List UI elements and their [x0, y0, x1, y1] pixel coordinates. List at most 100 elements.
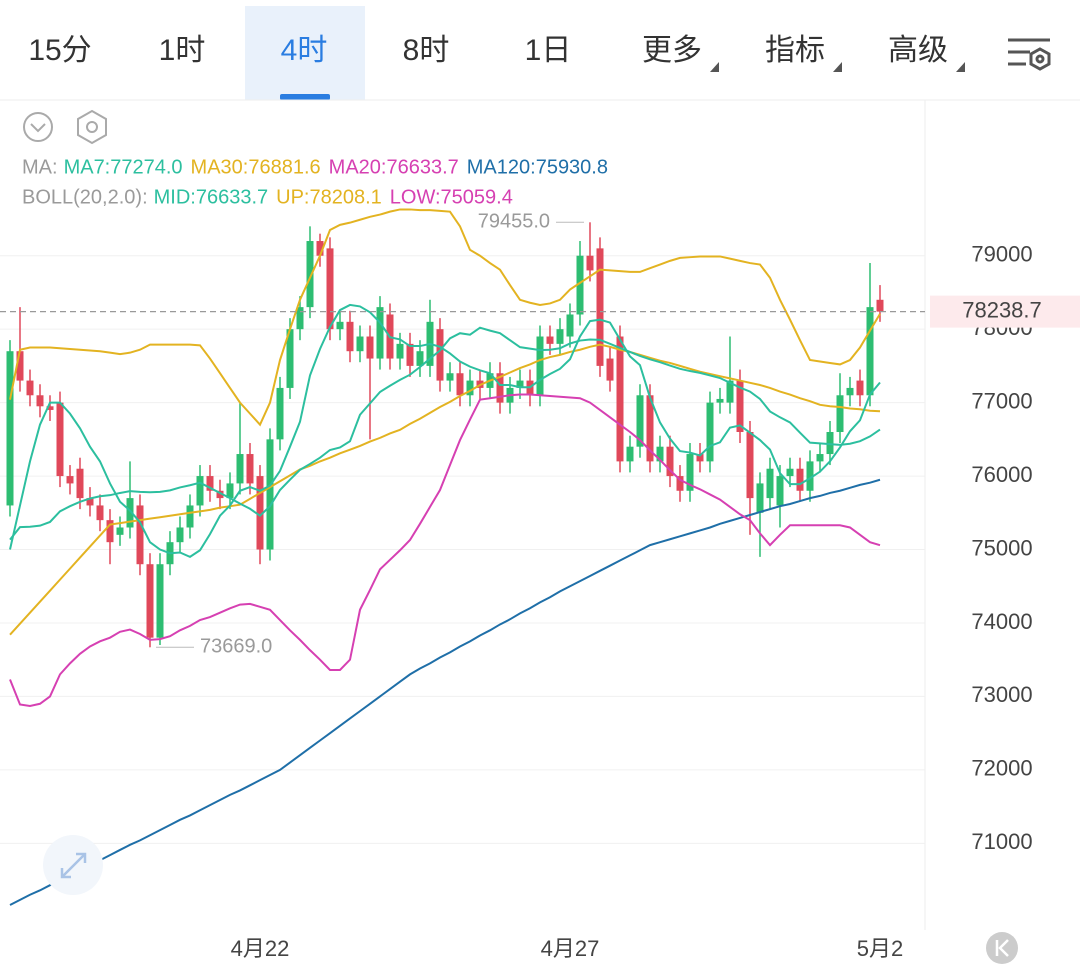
y-tick-label: 72000 — [971, 756, 1032, 781]
tab-underline — [280, 94, 330, 100]
legend-title: BOLL(20,2.0): — [22, 186, 148, 208]
k-button[interactable] — [986, 932, 1018, 964]
tab-highlight — [245, 6, 365, 100]
indicator-line — [9, 208, 881, 427]
candle-body — [516, 380, 524, 388]
candle-body — [406, 343, 414, 366]
candle-body — [826, 432, 834, 455]
candle-body — [256, 476, 264, 550]
menu[interactable]: 高级 — [888, 34, 948, 67]
candle-body — [686, 454, 694, 491]
candle-body — [206, 476, 214, 491]
candle-body — [46, 406, 54, 410]
candle-body — [766, 468, 774, 499]
candle-body — [726, 380, 734, 403]
y-tick-label: 73000 — [971, 682, 1032, 707]
candle-body — [226, 483, 234, 499]
candle-body — [536, 336, 544, 396]
candle-body — [326, 248, 334, 330]
candle-body — [856, 380, 864, 396]
candle-body — [696, 454, 704, 462]
expand-icon[interactable] — [43, 835, 103, 895]
legend-item: LOW:75059.4 — [390, 186, 513, 208]
candle-body — [306, 241, 314, 308]
menu-arrow — [710, 62, 719, 72]
candle-body — [246, 454, 254, 484]
candle-body — [456, 373, 464, 396]
candle-body — [616, 336, 624, 462]
candle-body — [106, 520, 114, 543]
legend-item: MA20:76633.7 — [329, 156, 459, 178]
candle-body — [56, 402, 64, 477]
y-tick-label: 76000 — [971, 462, 1032, 487]
menus: 更多 指标 高级 — [642, 34, 965, 72]
settings-hex-icon[interactable] — [77, 109, 107, 145]
price-tag-label: 78238.7 — [962, 297, 1042, 322]
tab[interactable]: 1时 — [159, 34, 206, 67]
candle-body — [36, 395, 44, 407]
candle-body — [776, 476, 784, 506]
collapse-icon[interactable] — [23, 112, 53, 142]
candle-body — [806, 461, 814, 491]
candle-body — [646, 395, 654, 462]
candle-body — [576, 255, 584, 315]
settings-icon[interactable] — [1008, 38, 1051, 71]
candle-body — [296, 307, 304, 330]
candle-body — [666, 446, 674, 477]
plot — [0, 208, 925, 906]
y-tick-label: 71000 — [971, 829, 1032, 854]
x-tick-label: 4月27 — [541, 936, 600, 961]
max-label: 79455.0 — [478, 211, 550, 233]
candle-body — [346, 321, 354, 352]
candle-body — [236, 454, 244, 484]
candle-body — [586, 255, 594, 271]
tab[interactable]: 1日 — [525, 34, 572, 67]
candle-body — [196, 476, 204, 506]
legend: MA: MA7:77274.0 MA30:76881.6 MA20:76633.7 MA… — [22, 156, 608, 208]
candle-body — [436, 329, 444, 381]
candle-body — [376, 307, 384, 359]
candle-body — [266, 439, 274, 550]
tab[interactable]: 15分 — [28, 34, 91, 67]
menu-arrow — [956, 62, 965, 72]
candle-body — [716, 398, 724, 403]
legend-item: UP:78208.1 — [276, 186, 382, 208]
price-tag — [930, 295, 1080, 328]
indicator-line — [9, 393, 881, 707]
indicator-line — [9, 343, 881, 636]
candle-body — [366, 336, 374, 359]
menu[interactable]: 更多 — [642, 34, 702, 67]
candle-body — [496, 373, 504, 403]
candle-body — [316, 241, 324, 256]
candle-body — [216, 490, 224, 499]
candle-body — [336, 321, 344, 330]
candle-body — [356, 336, 364, 352]
candle-body — [116, 527, 124, 535]
legend-item: MA120:75930.8 — [467, 156, 608, 178]
candle-body — [16, 351, 24, 381]
y-tick-label: 77000 — [971, 388, 1032, 413]
candle-body — [876, 299, 884, 312]
candle-body — [866, 307, 874, 396]
y-tick-label: 75000 — [971, 535, 1032, 560]
x-tick-label: 5月2 — [857, 936, 903, 961]
legend-title: MA: — [22, 156, 58, 178]
axes: 7100072000730007400075000760007700078000… — [156, 211, 1080, 961]
candle-body — [706, 402, 714, 462]
tab[interactable]: 8时 — [403, 34, 450, 67]
menu[interactable]: 指标 — [765, 34, 825, 67]
indicator-line — [9, 326, 881, 541]
candle-body — [96, 505, 104, 521]
min-label: 73669.0 — [200, 636, 272, 658]
tab[interactable]: 4时 — [281, 34, 328, 67]
candle-body — [846, 387, 854, 396]
candle-body — [606, 358, 614, 381]
candle-body — [676, 476, 684, 491]
candle-body — [636, 395, 644, 447]
candle-body — [176, 527, 184, 543]
indicator-line — [9, 478, 881, 906]
candle-body — [786, 468, 794, 477]
candle-body — [6, 351, 14, 506]
candle-body — [746, 432, 754, 499]
